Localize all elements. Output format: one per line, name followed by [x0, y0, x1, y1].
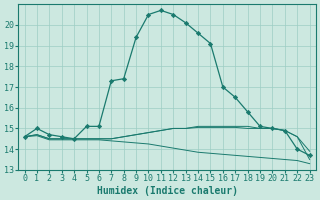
- X-axis label: Humidex (Indice chaleur): Humidex (Indice chaleur): [97, 186, 237, 196]
